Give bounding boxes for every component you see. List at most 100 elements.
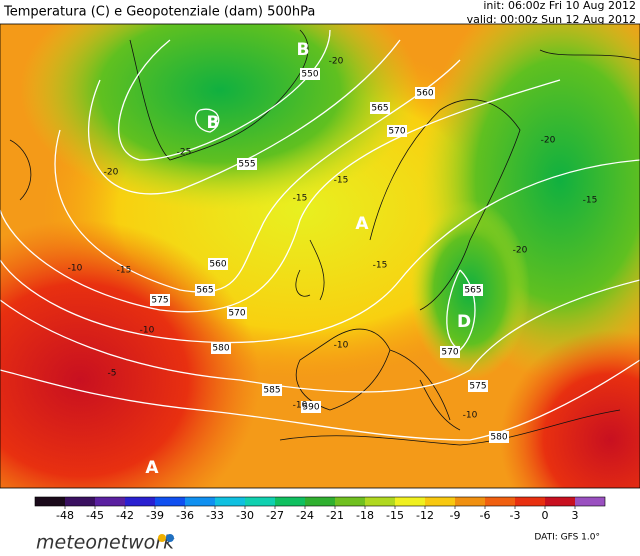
temperature-label: -5 [108,369,117,379]
contour [0,159,640,344]
geopotential-label: 585 [263,386,280,396]
label-box [440,346,460,358]
colorbar-segment [455,497,485,506]
colorbar-segment [575,497,605,506]
geopotential-label: 575 [151,296,168,306]
colorbar-segment [515,497,545,506]
colorbar-tick-label: -42 [116,509,134,522]
label-box [150,294,170,306]
temperature-label: -10 [68,264,83,274]
colorbar-segment [485,497,515,506]
colorbar-segment [275,497,305,506]
label-box [370,102,390,114]
brand: meteonetwork [36,532,175,553]
temperature-label: -15 [293,194,308,204]
label-box [237,158,257,170]
colorbar-segment [335,497,365,506]
label-box [262,384,282,396]
coast [129,29,309,161]
temperature-label: -20 [513,246,528,256]
colorbar-segment [35,497,65,506]
valid-time: valid: 00:00z Sun 12 Aug 2012 [467,13,636,26]
geopotential-lines [0,29,640,441]
logo-dot [158,534,166,542]
colorbar-tick-label: 3 [572,509,579,522]
colorbar-tick-label: -24 [296,509,314,522]
label-box [227,307,247,319]
field [500,330,640,488]
geopotential-label: 565 [464,286,481,296]
contour [0,279,640,393]
temperature-label: -10 [463,411,478,421]
coastlines [9,29,640,446]
contour [195,108,220,133]
pressure-center: B [297,40,310,60]
logo-dot [166,534,174,542]
geopotential-label: 565 [196,286,213,296]
colorbar-tick-label: -45 [86,509,104,522]
coast [295,239,325,301]
coast [295,328,391,411]
colorbar-segment [395,497,425,506]
temperature-label: -10 [140,326,155,336]
temperature-label: -20 [329,57,344,67]
colorbar-tick-label: -15 [386,509,404,522]
geopotential-label: 555 [238,160,255,170]
colorbar-segment [215,497,245,506]
geopotential-label: 565 [371,104,388,114]
colorbar-segment [185,497,215,506]
geopotential-label: 580 [490,433,507,443]
label-box [415,87,435,99]
colorbar-segment [365,497,395,506]
colorbar-segment [425,497,455,506]
colorbar-tick-label: -48 [56,509,74,522]
colorbar-tick-label: -3 [510,509,521,522]
colorbar-segment [125,497,155,506]
temperature-label: -15 [583,196,598,206]
colorbar-tick-label: -9 [450,509,461,522]
label-box [489,431,509,443]
coast [279,409,621,446]
colorbar-tick-label: -12 [416,509,434,522]
pressure-center: A [145,458,159,478]
temperature-label: -25 [177,148,192,158]
geopotential-label: 570 [228,309,245,319]
geopotential-label: 560 [416,89,433,99]
label-box [463,284,483,296]
label-box [300,68,320,80]
geopotential-label: 560 [209,260,226,270]
colorbar-segment [65,497,95,506]
pressure-center: A [355,214,369,234]
colorbar-segment [155,497,185,506]
coast [369,99,521,311]
geopotential-label: 575 [469,382,486,392]
colorbar-tick-label: -30 [236,509,254,522]
pressure-center: D [457,312,471,332]
colorbar-tick-label: -21 [326,509,344,522]
colorbar-tick-label: -36 [176,509,194,522]
colorbar-tick-label: -27 [266,509,284,522]
geopotential-label: 580 [212,344,229,354]
map-frame [0,23,640,489]
coast [539,49,640,61]
contour [54,59,461,293]
colorbar-segment [245,497,275,506]
geopotential-label: 570 [441,348,458,358]
colorbar: -48 -45 -42 -39 -36 -33 -30 -27 -24 -21 -18 -15 -12-… [34,496,606,522]
pressure-center: B [207,113,220,133]
data-source: DATI: GFS 1.0° [534,533,600,543]
colorbar-segment [305,497,335,506]
label-box [195,284,215,296]
title: Temperatura (C) e Geopotenziale (dam) 50… [3,5,315,20]
geopotential-label: 550 [301,70,318,80]
temperature-label: -15 [334,176,349,186]
coast [389,349,461,431]
contour [0,359,640,441]
geopotential-label: 590 [302,403,319,413]
coast [9,139,32,201]
colorbar-tick-label: -39 [146,509,164,522]
label-box [208,258,228,270]
label-box [468,380,488,392]
